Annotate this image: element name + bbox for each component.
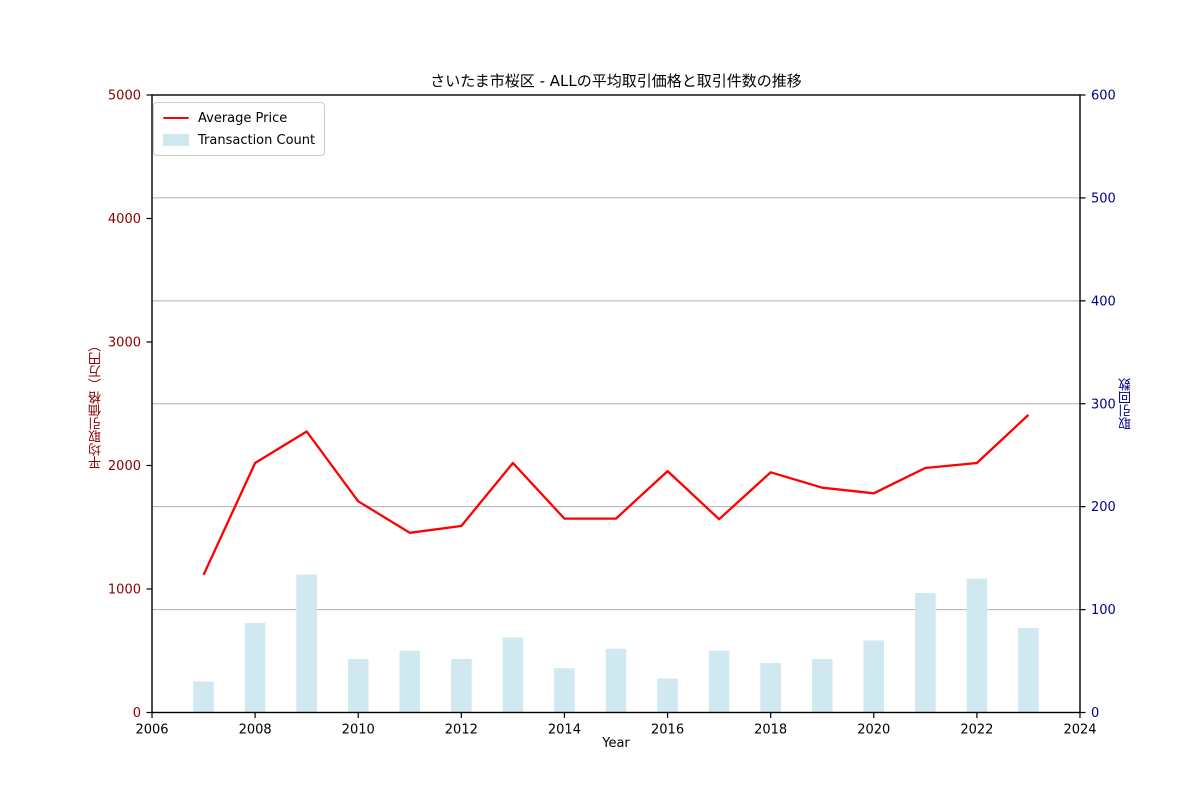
svg-text:300: 300 bbox=[1091, 397, 1116, 412]
svg-text:2018: 2018 bbox=[754, 723, 787, 738]
y-right-tick-labels: 0 100 200 300 400 500 600 bbox=[1091, 89, 1116, 722]
svg-text:100: 100 bbox=[1091, 603, 1116, 618]
y-axis-label-right: 取引回数 bbox=[1119, 378, 1134, 430]
bar-2010 bbox=[347, 658, 369, 713]
bar-2021 bbox=[915, 593, 936, 713]
legend-label-transaction-count: Transaction Count bbox=[198, 132, 316, 148]
legend-label-average-price: Average Price bbox=[198, 110, 288, 126]
tick-marks bbox=[146, 94, 1086, 718]
grid-lines bbox=[152, 197, 1080, 611]
svg-text:2000: 2000 bbox=[108, 459, 141, 474]
svg-text:0: 0 bbox=[1091, 706, 1099, 721]
transaction-count-bars bbox=[193, 574, 1039, 713]
bar-2018 bbox=[760, 663, 781, 713]
svg-text:0: 0 bbox=[133, 706, 141, 721]
bar-2023 bbox=[1018, 628, 1039, 713]
bar-2016 bbox=[657, 678, 678, 713]
bar-2022 bbox=[966, 578, 988, 713]
svg-text:2024: 2024 bbox=[1063, 723, 1096, 738]
svg-text:2006: 2006 bbox=[135, 723, 168, 738]
chart-title: さいたま市桜区 - ALLの平均取引価格と取引件数の推移 bbox=[430, 72, 802, 90]
bar-2019 bbox=[811, 658, 833, 713]
bar-2008 bbox=[244, 622, 266, 713]
bar-2007 bbox=[193, 681, 214, 713]
bar-2012 bbox=[451, 658, 472, 713]
svg-text:1000: 1000 bbox=[108, 583, 141, 598]
bar-2015 bbox=[605, 648, 627, 713]
svg-text:2022: 2022 bbox=[960, 723, 993, 738]
legend-item-transaction-count: Transaction Count bbox=[163, 131, 315, 149]
svg-text:600: 600 bbox=[1091, 89, 1116, 104]
bar-2020 bbox=[863, 640, 885, 713]
legend-item-average-price: Average Price bbox=[163, 109, 315, 127]
svg-text:2010: 2010 bbox=[342, 723, 375, 738]
bar-2013 bbox=[502, 637, 524, 713]
svg-text:3000: 3000 bbox=[108, 336, 141, 351]
svg-text:200: 200 bbox=[1091, 500, 1116, 515]
svg-text:2020: 2020 bbox=[857, 723, 890, 738]
svg-text:5000: 5000 bbox=[108, 89, 141, 104]
bar-2011 bbox=[399, 650, 421, 713]
y-left-tick-labels: 0 1000 2000 3000 4000 5000 bbox=[108, 89, 141, 722]
svg-text:2016: 2016 bbox=[651, 723, 684, 738]
bar-2009 bbox=[296, 574, 317, 713]
line-swatch-icon bbox=[163, 117, 189, 119]
svg-text:400: 400 bbox=[1091, 294, 1116, 309]
svg-text:2014: 2014 bbox=[548, 723, 581, 738]
svg-text:2008: 2008 bbox=[239, 723, 272, 738]
legend: Average Price Transaction Count bbox=[153, 102, 326, 156]
bar-2017 bbox=[708, 650, 730, 713]
svg-text:500: 500 bbox=[1091, 191, 1116, 206]
x-axis-label: Year bbox=[602, 736, 630, 751]
x-tick-labels: 2006 2008 2010 2012 2014 2016 2018 2020 2022 2024 bbox=[135, 723, 1096, 738]
svg-text:4000: 4000 bbox=[108, 212, 141, 227]
y-axis-label-left: 平均取引価格（万円） bbox=[89, 339, 104, 469]
bar-swatch-icon bbox=[163, 134, 189, 146]
average-price-line bbox=[202, 414, 1030, 576]
svg-text:2012: 2012 bbox=[445, 723, 478, 738]
bar-2014 bbox=[554, 668, 575, 713]
